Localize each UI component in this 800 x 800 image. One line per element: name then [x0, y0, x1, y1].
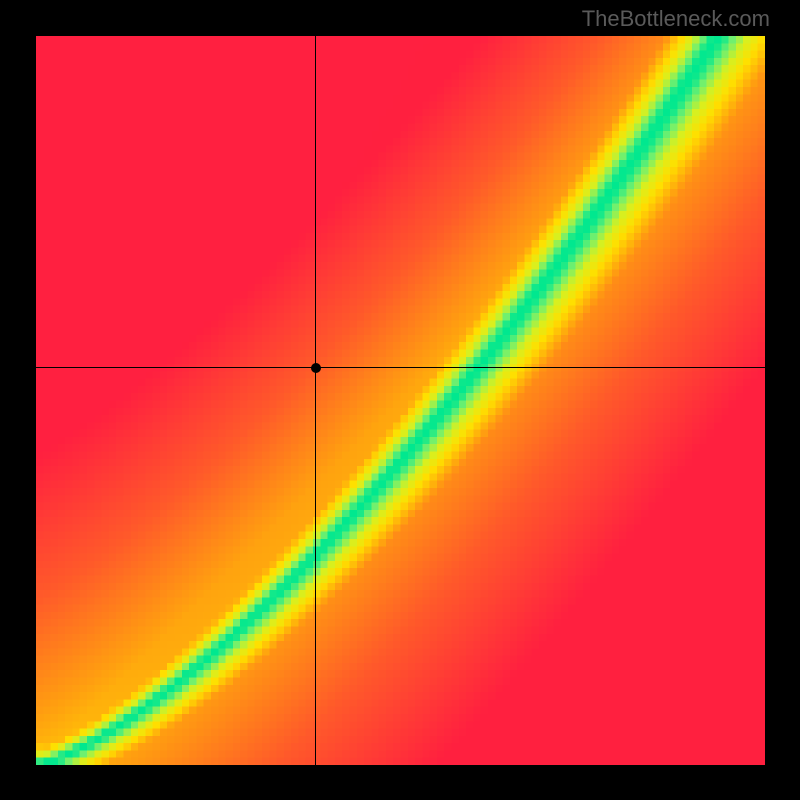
watermark-text: TheBottleneck.com — [582, 6, 770, 32]
selection-point — [311, 363, 321, 373]
crosshair-vertical — [315, 36, 316, 765]
bottleneck-heatmap — [36, 36, 765, 765]
chart-container: { "watermark": { "text": "TheBottleneck.… — [0, 0, 800, 800]
crosshair-horizontal — [36, 367, 765, 368]
